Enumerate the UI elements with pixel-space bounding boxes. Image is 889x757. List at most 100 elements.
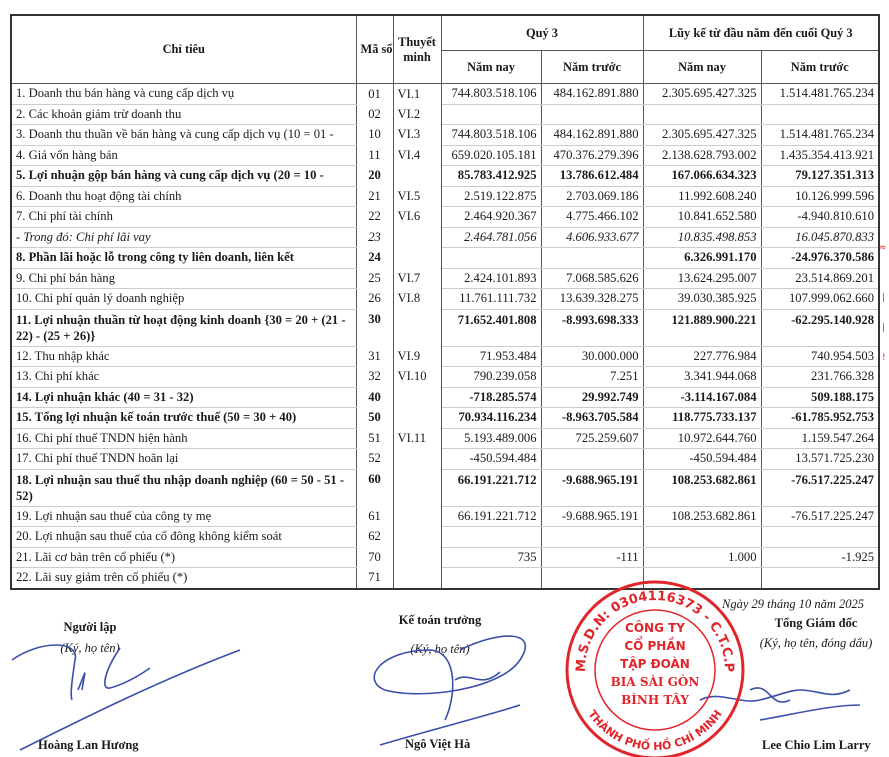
table-row: 19. Lợi nhuận sau thuế của công ty mẹ 61 6… xyxy=(10,505,880,527)
header-ytd: Lũy kế từ đầu năm đến cuối Quý 3 xyxy=(642,14,880,51)
header-indicator: Chỉ tiêu xyxy=(10,14,357,84)
row-indicator: 1. Doanh thu bán hàng và cung cấp dịch v… xyxy=(10,83,357,105)
table-row: 17. Chi phí thuế TNDN hoãn lại 52 -450.594… xyxy=(10,448,880,470)
row-note: VI.10 xyxy=(392,366,442,387)
header-quarter-last-year: Năm trước xyxy=(540,50,644,84)
chief-accountant-name: Ngô Việt Hà xyxy=(405,737,471,751)
director-signature xyxy=(699,687,861,721)
row-note: VI.11 xyxy=(392,428,442,449)
quarter-this-year: 71.652.401.808 xyxy=(440,308,542,347)
row-note xyxy=(392,469,442,506)
quarter-this-year: 2.519.122.875 xyxy=(440,185,542,207)
table-row: 18. Lợi nhuận sau thuế thu nhập doanh ng… xyxy=(10,468,880,507)
table-row: 13. Chi phí khác 32 VI.10 790.239.058 7.251 3… xyxy=(10,366,880,388)
row-note: VI.1 xyxy=(392,83,442,104)
stamp-center-line: CỔ PHẦN xyxy=(624,636,685,653)
ytd-this-year: 39.030.385.925 xyxy=(642,288,762,310)
row-indicator: 11. Lợi nhuận thuần từ hoạt động kinh do… xyxy=(10,308,357,347)
quarter-this-year: 735 xyxy=(440,546,542,568)
ytd-this-year: 2.138.628.793.002 xyxy=(642,144,762,166)
quarter-this-year: 71.953.484 xyxy=(440,345,542,367)
ytd-this-year: 121.889.900.221 xyxy=(642,308,762,347)
row-code: 50 xyxy=(355,407,394,428)
row-indicator: 14. Lợi nhuận khác (40 = 31 - 32) xyxy=(10,386,357,408)
row-note: VI.9 xyxy=(392,346,442,367)
svg-text:!: ! xyxy=(882,353,886,363)
stamp-center-line: CÔNG TY xyxy=(625,620,685,635)
row-indicator: 18. Lợi nhuận sau thuế thu nhập doanh ng… xyxy=(10,468,357,507)
ytd-last-year: 16.045.870.833 xyxy=(760,226,880,248)
ytd-last-year: -76.517.225.247 xyxy=(760,505,880,527)
ytd-this-year: 3.341.944.068 xyxy=(642,366,762,388)
table-row: 16. Chi phí thuế TNDN hiện hành 51 VI.11 5.… xyxy=(10,427,880,449)
quarter-this-year: 5.193.489.006 xyxy=(440,427,542,449)
row-indicator: 3. Doanh thu thuần về bán hàng và cung c… xyxy=(10,124,357,146)
preparer-sub: (Ký, họ tên) xyxy=(60,641,120,655)
table-row: 22. Lãi suy giảm trên cổ phiếu (*) 71 xyxy=(10,567,880,589)
row-code: 11 xyxy=(355,145,394,166)
ytd-last-year: -61.785.952.753 xyxy=(760,407,880,429)
table-row: 21. Lãi cơ bản trên cổ phiếu (*) 70 735 -11… xyxy=(10,546,880,568)
ytd-last-year xyxy=(760,567,880,589)
table-row: 7. Chi phí tài chính 22 VI.6 2.464.920.367 4… xyxy=(10,206,880,228)
ytd-this-year: 10.835.498.853 xyxy=(642,226,762,248)
table-row: 15. Tổng lợi nhuận kế toán trước thuế (5… xyxy=(10,407,880,429)
table-body: 1. Doanh thu bán hàng và cung cấp dịch v… xyxy=(10,83,880,589)
ytd-last-year: -76.517.225.247 xyxy=(760,468,880,507)
row-code: 02 xyxy=(355,104,394,125)
ytd-last-year: 231.766.328 xyxy=(760,366,880,388)
ytd-last-year: -24.976.370.586 xyxy=(760,247,880,269)
stamp-center-line: BIA SÀI GÒN xyxy=(611,673,700,689)
table-row: 14. Lợi nhuận khác (40 = 31 - 32) 40 -718.… xyxy=(10,386,880,408)
director-name: Lee Chio Lim Larry xyxy=(762,738,871,752)
director-title: Tổng Giám đốc xyxy=(774,616,858,630)
ytd-last-year: 107.999.062.660 xyxy=(760,288,880,310)
quarter-last-year: -9.688.965.191 xyxy=(540,505,644,527)
row-code: 70 xyxy=(355,547,394,568)
quarter-this-year: -718.285.574 xyxy=(440,386,542,408)
stamp-center-line: TẬP ĐOÀN xyxy=(620,656,690,671)
quarter-last-year: 725.259.607 xyxy=(540,427,644,449)
row-code: 20 xyxy=(355,165,394,186)
header-ytd-this-year: Năm nay xyxy=(642,50,762,84)
row-indicator: 17. Chi phí thuế TNDN hoãn lại xyxy=(10,448,357,470)
preparer-signature xyxy=(11,644,241,751)
margin-marks: ≈ | |! xyxy=(879,243,887,363)
ytd-this-year: 108.253.682.861 xyxy=(642,468,762,507)
chief-accountant-title: Kế toán trưởng xyxy=(398,613,482,627)
ytd-this-year: 108.253.682.861 xyxy=(642,505,762,527)
stamp-center-line: BÌNH TÂY xyxy=(621,692,689,707)
ytd-last-year: 1.435.354.413.921 xyxy=(760,144,880,166)
row-note xyxy=(392,309,442,346)
quarter-last-year: 484.162.891.880 xyxy=(540,83,644,105)
table-row: 6. Doanh thu hoạt động tài chính 21 VI.5 2.… xyxy=(10,185,880,207)
quarter-last-year: -8.963.705.584 xyxy=(540,407,644,429)
quarter-this-year: 2.464.920.367 xyxy=(440,206,542,228)
row-code: 21 xyxy=(355,186,394,207)
quarter-last-year: 4.606.933.677 xyxy=(540,226,644,248)
header-quarter-this-year: Năm nay xyxy=(440,50,542,84)
quarter-this-year: 66.191.221.712 xyxy=(440,468,542,507)
row-code: 60 xyxy=(355,469,394,506)
chief-accountant-block: Kế toán trưởng (Ký, họ tên) xyxy=(370,613,510,657)
svg-text:|: | xyxy=(882,323,885,333)
table-row: 1. Doanh thu bán hàng và cung cấp dịch v… xyxy=(10,83,880,105)
row-code: 25 xyxy=(355,268,394,289)
svg-text:≈: ≈ xyxy=(879,243,887,253)
table-row: 8. Phần lãi hoặc lỗ trong công ty liên d… xyxy=(10,247,880,269)
row-indicator: 12. Thu nhập khác xyxy=(10,345,357,367)
quarter-this-year: 659.020.105.181 xyxy=(440,144,542,166)
quarter-last-year: 484.162.891.880 xyxy=(540,124,644,146)
report-date: Ngày 29 tháng 10 năm 2025 xyxy=(722,597,865,611)
ytd-last-year: 13.571.725.230 xyxy=(760,448,880,470)
chief-accountant-sub: (Ký, họ tên) xyxy=(410,642,470,656)
ytd-last-year: 10.126.999.596 xyxy=(760,185,880,207)
ytd-last-year: 1.514.481.765.234 xyxy=(760,83,880,105)
ytd-this-year: 2.305.695.427.325 xyxy=(642,83,762,105)
row-indicator: 2. Các khoản giảm trừ doanh thu xyxy=(10,103,357,125)
director-sub: (Ký, họ tên, đóng dấu) xyxy=(759,636,873,650)
row-code: 52 xyxy=(355,448,394,469)
preparer-title: Người lập xyxy=(63,620,117,634)
row-note: VI.3 xyxy=(392,124,442,145)
